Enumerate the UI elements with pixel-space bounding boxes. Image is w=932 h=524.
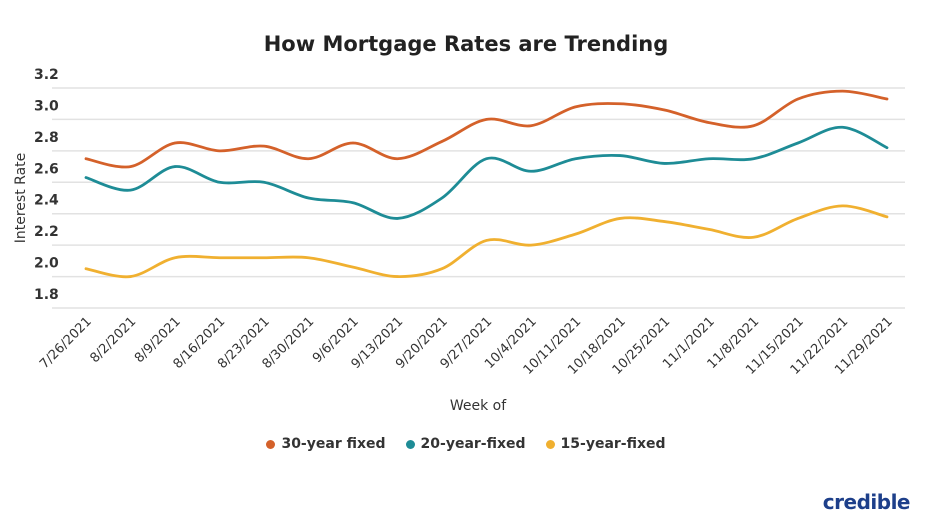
x-axis-label: Week of	[450, 398, 507, 414]
x-tick-label: 7/26/2021	[37, 314, 95, 372]
data-point	[841, 126, 844, 129]
data-point	[707, 228, 711, 231]
data-point	[841, 89, 844, 93]
data-point	[307, 256, 310, 259]
data-point	[440, 140, 444, 143]
series-line-1	[84, 125, 889, 220]
data-point	[396, 275, 399, 278]
data-point	[262, 181, 266, 184]
y-axis-label: Interest Rate	[13, 153, 29, 244]
data-point	[129, 275, 132, 278]
data-point	[618, 102, 622, 105]
data-point	[707, 121, 711, 124]
y-tick-label: 2.4	[34, 193, 59, 209]
legend-label: 15-year-fixed	[560, 436, 666, 452]
data-point	[796, 97, 800, 101]
legend-dot-15-year	[545, 439, 555, 449]
data-point	[351, 201, 355, 204]
legend-item-15-year: 15-year-fixed	[545, 436, 666, 452]
data-point	[485, 157, 488, 160]
data-point	[618, 217, 622, 220]
data-point	[262, 256, 266, 259]
data-point	[663, 108, 666, 112]
data-point	[440, 267, 444, 270]
data-point	[262, 144, 266, 148]
line-chart: 1.8 2.0 2.2 2.4 2.6 2.8 3.0 3.2 Interest Rate 7/2…	[13, 67, 905, 414]
y-tick-label: 1.8	[34, 287, 59, 303]
x-tick-label: 8/2/2021	[87, 314, 139, 366]
y-tick-label: 2.6	[34, 161, 59, 177]
data-point	[396, 217, 399, 220]
legend-item-30-year: 30-year fixed	[266, 436, 386, 452]
data-point	[351, 265, 355, 269]
data-point	[218, 149, 221, 153]
y-tick-label: 3.2	[34, 67, 59, 83]
data-point	[707, 157, 711, 160]
data-point	[218, 256, 221, 259]
data-point	[485, 118, 488, 121]
data-point	[574, 232, 577, 236]
data-point	[529, 124, 533, 127]
data-point	[752, 124, 755, 127]
data-point	[173, 141, 177, 145]
data-point	[618, 154, 622, 157]
credible-logo: credible	[822, 490, 911, 514]
y-tick-label: 2.8	[34, 130, 59, 146]
data-point	[218, 181, 221, 184]
data-point	[173, 256, 177, 259]
data-point	[351, 141, 355, 145]
data-point	[796, 217, 800, 220]
y-tick-label: 3.0	[34, 98, 59, 114]
data-point	[885, 146, 889, 149]
legend-item-20-year: 20-year-fixed	[405, 436, 526, 452]
data-point	[796, 141, 800, 145]
legend: 30-year fixed 20-year-fixed 15-year-fixe…	[0, 436, 932, 452]
data-point	[84, 267, 88, 270]
data-point	[663, 162, 666, 165]
data-point	[307, 196, 310, 200]
data-point	[841, 204, 844, 208]
y-tick-label: 2.2	[34, 224, 59, 240]
data-point	[440, 196, 444, 200]
data-point	[529, 243, 533, 247]
data-point	[396, 157, 399, 160]
data-point	[663, 220, 666, 223]
data-point	[529, 170, 533, 173]
data-point	[885, 215, 889, 219]
data-point	[173, 165, 177, 168]
data-point	[574, 105, 577, 109]
chart-title: How Mortgage Rates are Trending	[263, 32, 669, 56]
legend-label: 30-year fixed	[281, 436, 386, 452]
data-point	[752, 157, 755, 160]
data-point	[84, 176, 88, 179]
data-point	[129, 188, 132, 192]
data-point	[885, 97, 889, 101]
data-point	[307, 157, 310, 160]
legend-dot-20-year	[405, 439, 415, 449]
data-point	[84, 157, 88, 160]
y-tick-label: 2.0	[34, 256, 59, 272]
data-point	[752, 236, 755, 239]
data-point	[485, 239, 488, 242]
data-point	[574, 157, 577, 160]
data-point	[129, 165, 132, 168]
legend-dot-30-year	[266, 439, 276, 449]
legend-label: 20-year-fixed	[420, 436, 526, 452]
